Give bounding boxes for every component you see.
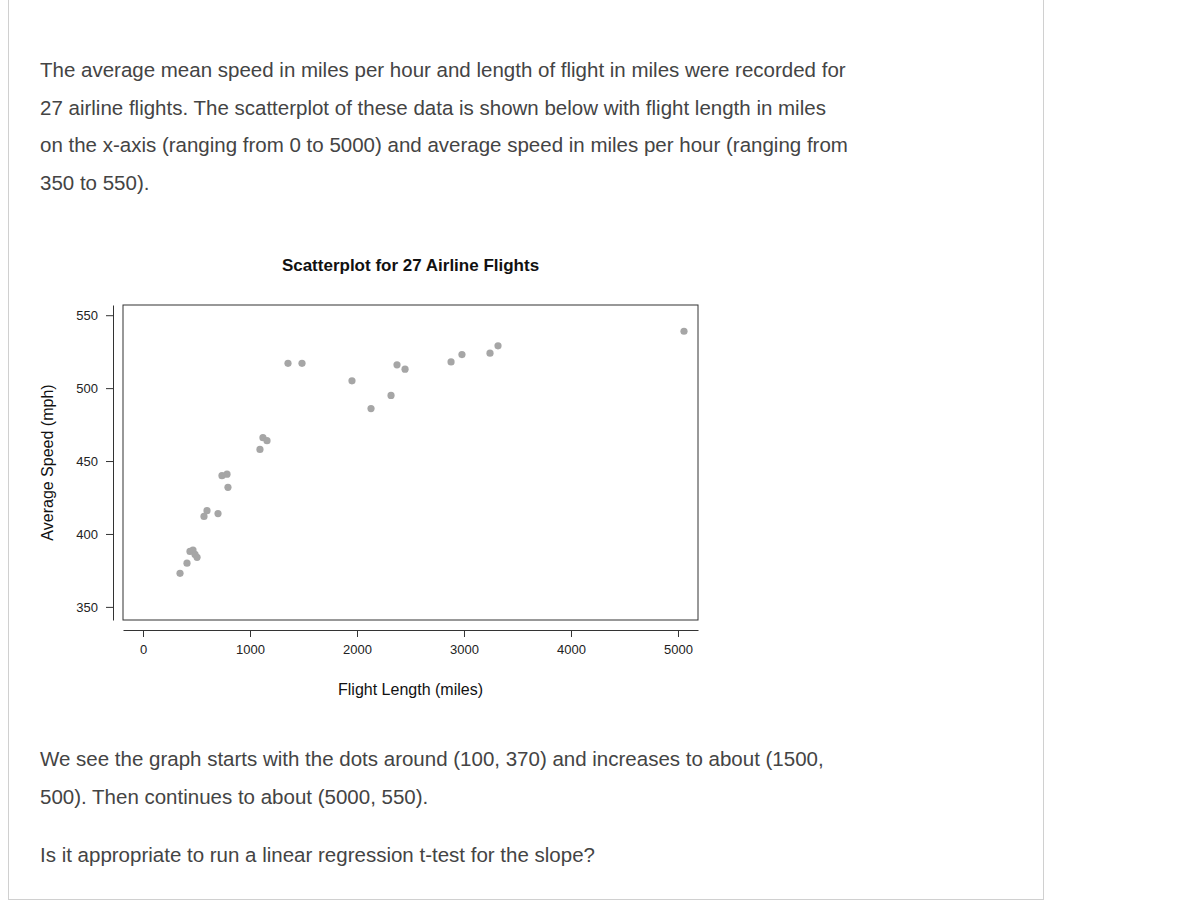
point	[203, 507, 210, 514]
point	[348, 377, 355, 384]
point	[458, 351, 465, 358]
chart-title: Scatterplot for 27 Airline Flights	[282, 256, 539, 275]
x-tick-mark	[678, 630, 679, 637]
x-tick: 0	[140, 630, 147, 657]
text-line: 500). Then continues to about (5000, 550…	[40, 784, 428, 810]
x-tick-mark	[143, 630, 144, 637]
x-tick: 2000	[343, 630, 372, 657]
point	[447, 358, 454, 365]
y-tick: 400	[76, 527, 113, 542]
x-axis-title: Flight Length (miles)	[338, 681, 483, 698]
y-tick: 350	[76, 600, 113, 615]
y-tick-mark	[106, 461, 113, 462]
x-tick-mark	[250, 630, 251, 637]
point	[393, 361, 400, 368]
point	[176, 570, 183, 577]
point	[183, 560, 190, 567]
x-tick-mark	[464, 630, 465, 637]
y-tick-mark	[106, 388, 113, 389]
point	[284, 360, 291, 367]
y-tick: 550	[76, 308, 113, 323]
x-tick-label: 1000	[236, 642, 265, 657]
y-tick-mark	[106, 607, 113, 608]
point	[367, 405, 374, 412]
y-tick-mark	[106, 534, 113, 535]
text-line: Is it appropriate to run a linear regres…	[40, 842, 595, 868]
x-axis: 0 1000 2000 3000 4000 5000	[124, 630, 699, 657]
text-line: 350 to 550).	[40, 170, 149, 196]
point	[263, 437, 270, 444]
points	[176, 328, 687, 577]
x-tick: 1000	[236, 630, 265, 657]
x-tick: 3000	[450, 630, 479, 657]
point	[193, 554, 200, 561]
point	[214, 510, 221, 517]
y-tick: 500	[76, 381, 113, 396]
y-tick-mark	[106, 315, 113, 316]
point	[387, 392, 394, 399]
y-axis-line	[113, 306, 114, 621]
y-tick: 450	[76, 454, 113, 469]
x-tick-mark	[357, 630, 358, 637]
x-tick-label: 0	[140, 642, 147, 657]
point	[680, 328, 687, 335]
point	[486, 350, 493, 357]
x-tick-label: 3000	[450, 642, 479, 657]
y-tick-label: 450	[76, 454, 98, 469]
x-tick-label: 4000	[557, 642, 586, 657]
point	[401, 366, 408, 373]
x-tick-label: 2000	[343, 642, 372, 657]
point	[494, 342, 501, 349]
plot-frame	[123, 305, 698, 620]
point	[223, 471, 230, 478]
x-tick: 5000	[664, 630, 693, 657]
text-line: We see the graph starts with the dots ar…	[40, 746, 824, 772]
point	[224, 484, 231, 491]
y-tick-label: 350	[76, 600, 98, 615]
y-tick-label: 550	[76, 308, 98, 323]
x-tick-mark	[571, 630, 572, 637]
y-tick-label: 500	[76, 381, 98, 396]
x-tick-label: 5000	[664, 642, 693, 657]
chart: Scatterplot for 27 Airline Flights 0 1000 2…	[0, 0, 1200, 902]
x-tick: 4000	[557, 630, 586, 657]
x-axis-line	[124, 630, 699, 631]
y-axis: 350 400 450 500 550	[76, 306, 113, 621]
point	[298, 360, 305, 367]
point	[256, 446, 263, 453]
text-line: 27 airline flights. The scatterplot of t…	[40, 95, 826, 121]
text-line: on the x-axis (ranging from 0 to 5000) a…	[40, 132, 848, 158]
y-tick-label: 400	[76, 527, 98, 542]
y-axis-title: Average Speed (mph)	[39, 384, 56, 540]
text-line: The average mean speed in miles per hour…	[40, 57, 846, 83]
